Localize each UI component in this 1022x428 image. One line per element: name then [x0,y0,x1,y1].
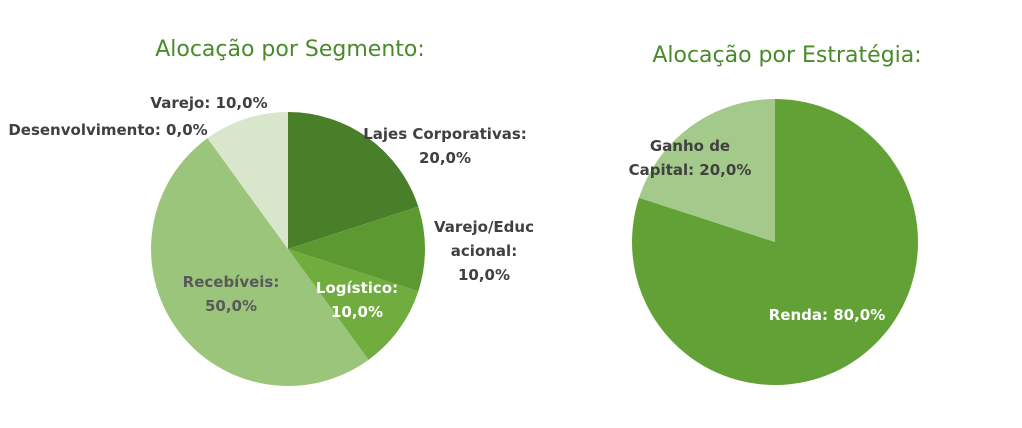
slice-varejo [207,112,288,249]
slice-ganho-de-capital [639,99,775,242]
slice-logistico [288,249,419,360]
label-varejo: Varejo: 10,0% [150,94,267,112]
label-logistico: Logístico: 10,0% [316,279,398,321]
strategy-chart-title: Alocação por Estratégia: [652,43,921,68]
slice-lajes-corporativas [288,112,419,249]
slice-renda [632,99,919,385]
slice-recebiveis [151,138,369,386]
label-lajes-corporativas: Lajes Corporativas: 20,0% [363,125,527,167]
label-ganho-de-capital: Ganho de Capital: 20,0% [629,137,752,179]
label-varejo-educacional: Varejo/Educ acional: 10,0% [434,218,534,284]
slice-varejo-educacional [288,206,425,292]
segment-pie-chart: Alocação por Segmento: Lajes Corporativa… [8,37,534,386]
label-renda: Renda: 80,0% [769,306,886,324]
label-recebiveis: Recebíveis: 50,0% [183,273,280,315]
segment-chart-title: Alocação por Segmento: [155,37,425,62]
strategy-pie-chart: Alocação por Estratégia: Renda: 80,0% Gan… [629,43,922,385]
label-desenvolvimento: Desenvolvimento: 0,0% [8,121,207,139]
